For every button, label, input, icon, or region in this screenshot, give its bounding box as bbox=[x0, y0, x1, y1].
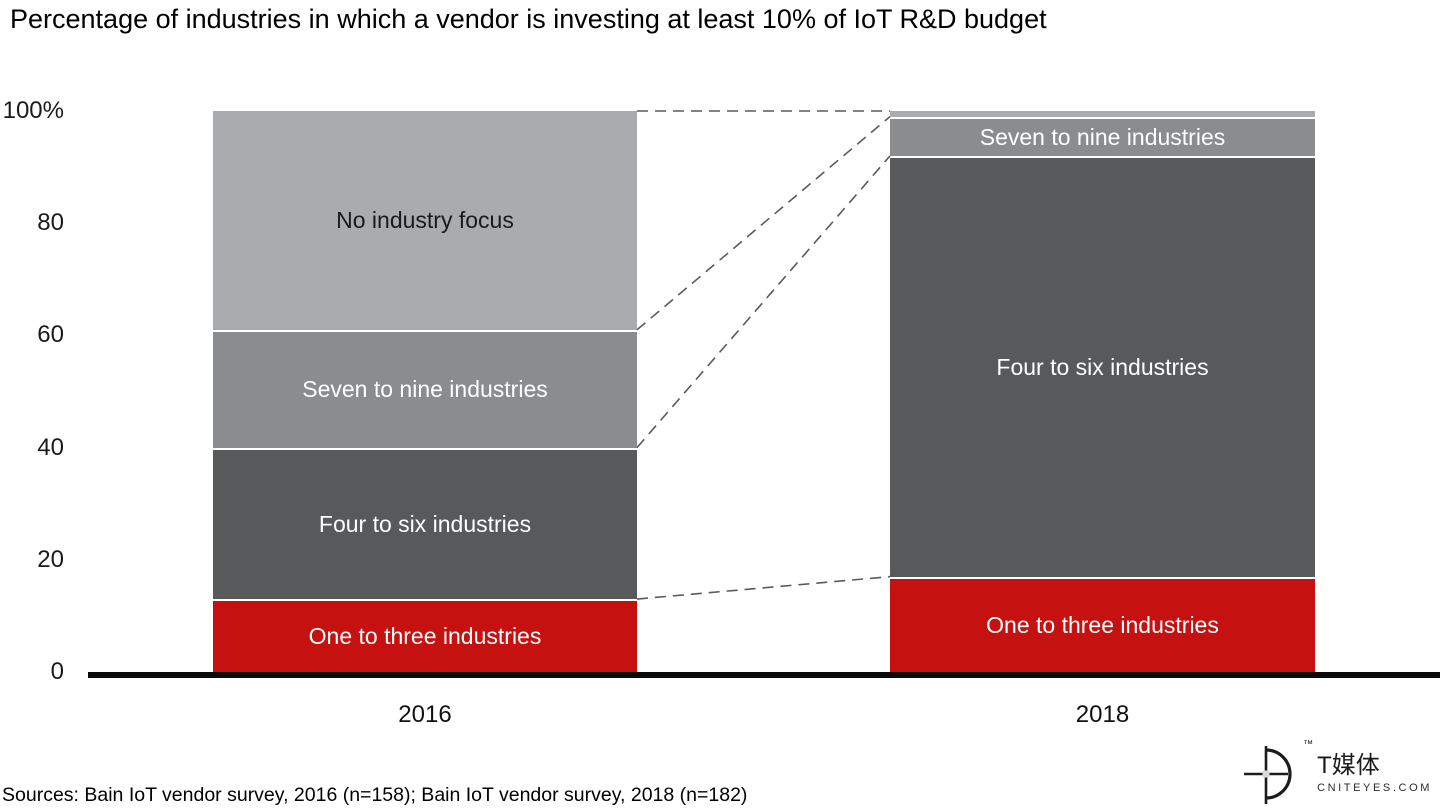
bar-segment: Four to six industries bbox=[890, 155, 1315, 577]
trademark-symbol: ™ bbox=[1303, 739, 1314, 750]
segment-label: One to three industries bbox=[986, 611, 1219, 638]
sources-note: Sources: Bain IoT vendor survey, 2016 (n… bbox=[2, 784, 748, 806]
segment-label: No industry focus bbox=[336, 206, 514, 233]
bar-segment: Four to six industries bbox=[213, 447, 637, 600]
bar-segment bbox=[890, 111, 1315, 117]
chart-title: Percentage of industries in which a vend… bbox=[10, 4, 1047, 34]
bar-segment: No industry focus bbox=[213, 111, 637, 330]
bar-segment: Seven to nine industries bbox=[890, 116, 1315, 156]
bar-segment: Seven to nine industries bbox=[213, 329, 637, 448]
logo-mark-icon: ™ bbox=[1241, 739, 1313, 806]
bar-segment: One to three industries bbox=[213, 599, 637, 672]
y-axis-tick-label: 0 bbox=[50, 658, 64, 685]
segment-label: Seven to nine industries bbox=[302, 376, 548, 403]
logo: ™ T媒体 CNITEYES.COM bbox=[1241, 739, 1432, 806]
y-axis-tick-label: 40 bbox=[37, 433, 64, 461]
connector-dashed-line bbox=[636, 155, 891, 449]
x-axis-label-2018: 2018 bbox=[1075, 701, 1130, 728]
y-axis-tick-label: 100% bbox=[2, 97, 64, 124]
y-axis-tick-label: 20 bbox=[37, 545, 64, 573]
x-axis-label-2016: 2016 bbox=[398, 701, 452, 728]
connector-dashed-line bbox=[636, 575, 891, 600]
bar-2018: Seven to nine industries Four to six indu… bbox=[890, 111, 1315, 672]
logo-domain: CNITEYES.COM bbox=[1317, 781, 1432, 794]
x-axis-line bbox=[88, 672, 1440, 678]
bar-segment: One to three industries bbox=[890, 576, 1315, 672]
bar-2016: No industry focus Seven to nine industrie… bbox=[213, 111, 637, 672]
segment-label: One to three industries bbox=[308, 623, 542, 649]
segment-label: Four to six industries bbox=[996, 353, 1209, 380]
connector-dashed-line bbox=[636, 115, 891, 331]
logo-name: T媒体 bbox=[1317, 751, 1380, 779]
y-axis-tick-label: 80 bbox=[37, 209, 64, 237]
y-axis-tick-label: 60 bbox=[37, 321, 64, 349]
segment-label: Seven to nine industries bbox=[979, 123, 1226, 150]
segment-label: Four to six industries bbox=[318, 510, 532, 537]
